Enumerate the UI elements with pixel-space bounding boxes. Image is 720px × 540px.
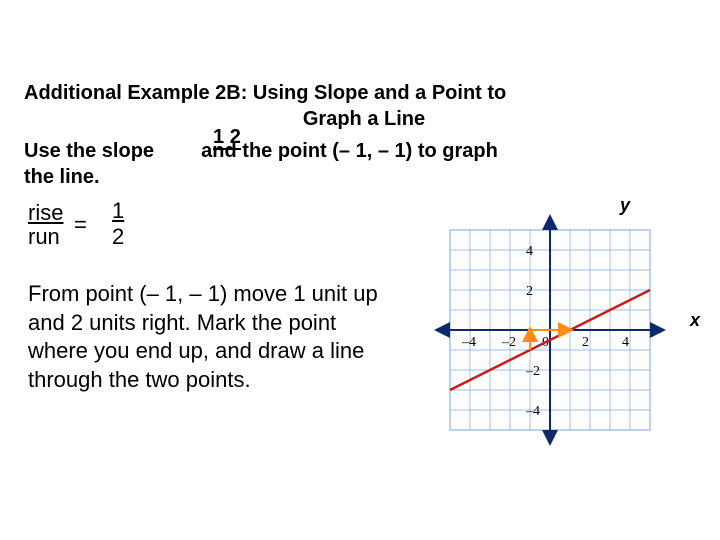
svg-text:–2: –2 [501, 335, 516, 350]
svg-text:–4: –4 [461, 335, 476, 350]
rise-label: rise [28, 200, 63, 226]
instruction-pre: Use the slope [24, 140, 154, 162]
instruction-line2: the line. [24, 166, 100, 188]
heading-line2: Graph a Line [24, 106, 704, 132]
explanation-text: From point (– 1, – 1) move 1 unit up and… [28, 280, 388, 394]
heading-line1: Additional Example 2B: Using Slope and a… [24, 80, 704, 106]
svg-text:–4: –4 [525, 404, 540, 419]
graph-svg: –4–202442–2–4 [420, 200, 680, 460]
coordinate-graph: –4–202442–2–4 [420, 200, 680, 460]
x-axis-label: x [690, 310, 700, 331]
fraction-numerator: 1 [112, 198, 124, 224]
run-label: run [28, 224, 60, 250]
svg-text:4: 4 [526, 244, 533, 259]
svg-text:–2: –2 [525, 364, 540, 379]
fraction-denominator: 2 [112, 224, 124, 250]
example-heading: Additional Example 2B: Using Slope and a… [24, 80, 704, 132]
svg-text:2: 2 [582, 335, 589, 350]
equals-sign: = [74, 212, 87, 238]
instruction-text: Use the slope and the point (– 1, – 1) t… [24, 138, 704, 190]
svg-text:2: 2 [526, 284, 533, 299]
svg-text:4: 4 [622, 335, 629, 350]
rise-over-run: rise run = 1 2 [28, 200, 63, 226]
instruction-post: and the point (– 1, – 1) to graph [201, 140, 498, 162]
